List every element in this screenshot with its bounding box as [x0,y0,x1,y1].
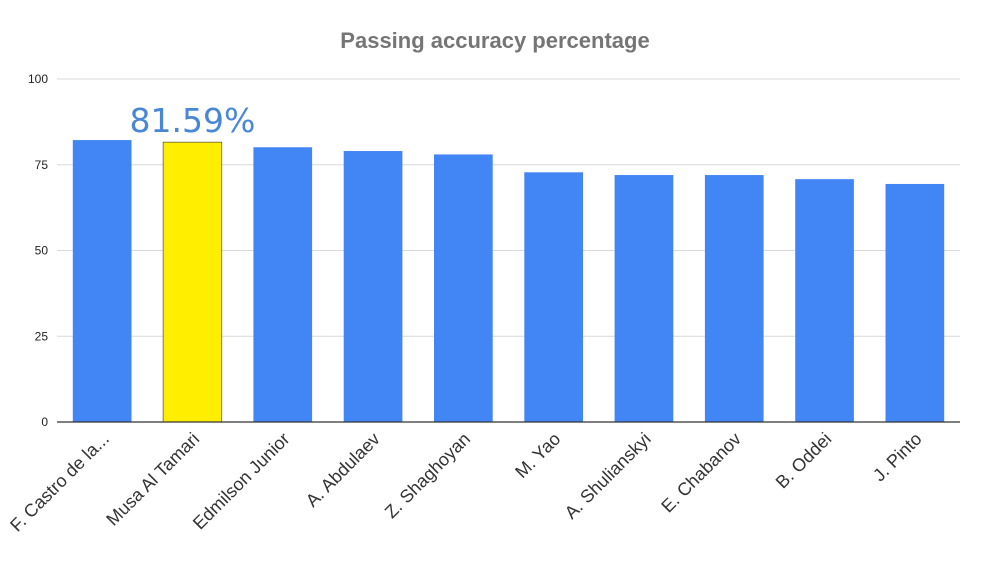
x-tick-label: M. Yao [511,429,564,482]
bars [72,140,945,423]
highlight-value-label: 81.59% [130,101,256,140]
bar-highlighted [162,141,223,423]
x-tick-label: F. Castro de la... [6,429,113,536]
bar [704,175,764,422]
x-tick-label: Z. Shaghoyan [381,429,474,522]
bar [614,175,674,422]
x-axis-labels: F. Castro de la...Musa Al TamariEdmilson… [6,429,926,536]
bar [343,151,403,422]
chart-title: Passing accuracy percentage [340,28,649,53]
y-tick-label: 100 [28,72,48,86]
x-tick-label: A. Shulianskyi [561,429,655,523]
y-tick-label: 25 [35,329,49,343]
bar [885,183,945,422]
x-tick-label: Edmilson Junior [189,429,294,534]
bar [434,154,493,422]
x-tick-label: B. Oddei [772,429,836,493]
bar [72,140,132,422]
y-tick-label: 75 [35,158,49,172]
bar [795,179,854,422]
x-tick-label: E. Chabanov [657,429,745,517]
y-axis-ticks: 0 25 50 75 100 [28,72,48,429]
x-tick-label: Musa Al Tamari [102,429,203,530]
bar [524,172,583,422]
y-tick-label: 50 [35,244,49,258]
y-tick-label: 0 [41,415,48,429]
bar [253,147,313,422]
x-tick-label: A. Abdulaev [302,429,384,511]
annotations: 81.59% [130,101,256,140]
x-tick-label: J. Pinto [869,429,926,486]
